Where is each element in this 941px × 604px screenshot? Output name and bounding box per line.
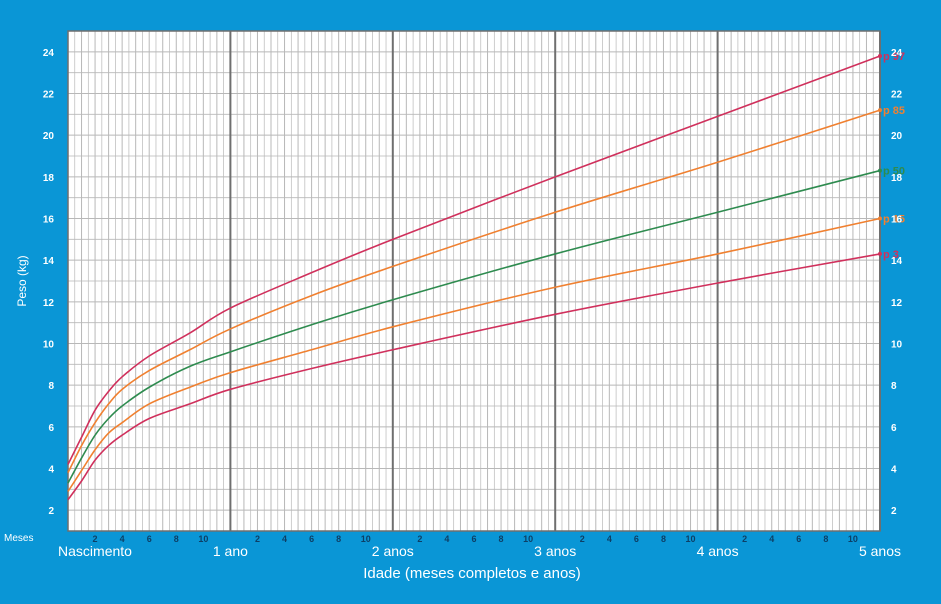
y-tick-label-left: 10 bbox=[43, 340, 55, 351]
x-tick-month-label: 6 bbox=[796, 534, 801, 544]
x-tick-month-label: 8 bbox=[174, 534, 179, 544]
x-axis-title: Idade (meses completos e anos) bbox=[363, 565, 581, 582]
y-tick-label-right: 12 bbox=[891, 298, 903, 309]
x-tick-year-label: 5 anos bbox=[859, 543, 901, 559]
y-tick-label-right: 6 bbox=[891, 423, 897, 434]
series-line-p3 bbox=[67, 253, 881, 501]
series-label-p85: p 85 bbox=[883, 105, 905, 117]
y-axis-title: Peso (kg) bbox=[15, 255, 29, 306]
y-tick-label-right: 14 bbox=[891, 256, 903, 267]
x-tick-month-label: 6 bbox=[147, 534, 152, 544]
series-label-p3: p 3 bbox=[883, 249, 899, 261]
x-tick-year-label: 3 anos bbox=[534, 543, 576, 559]
x-tick-year-label: 4 anos bbox=[697, 543, 739, 559]
series-layer: p 97 p 85 p 50 p 15 p 3 bbox=[67, 51, 905, 501]
y-tick-label-right: 2 bbox=[891, 506, 897, 517]
series-line-p97 bbox=[67, 55, 881, 465]
x-tick-month-label: 10 bbox=[686, 534, 696, 544]
y-tick-label-left: 8 bbox=[48, 381, 54, 392]
x-tick-month-label: 8 bbox=[336, 534, 341, 544]
y-tick-label-left: 16 bbox=[43, 215, 55, 226]
x-tick-month-label: 10 bbox=[848, 534, 858, 544]
y-tick-label-right: 20 bbox=[891, 131, 903, 142]
series-end-point-p50 bbox=[878, 168, 882, 173]
series-end-point-p3 bbox=[878, 251, 882, 256]
y-tick-label-right: 18 bbox=[891, 173, 903, 184]
x-tick-month-label: 8 bbox=[499, 534, 504, 544]
x-tick-month-label: 6 bbox=[634, 534, 639, 544]
x-tick-month-label: 6 bbox=[471, 534, 476, 544]
x-tick-year-label: 1 ano bbox=[213, 543, 248, 559]
series-line-p15 bbox=[67, 217, 881, 492]
x-tick-month-label: 8 bbox=[823, 534, 828, 544]
x-tick-month-label: 4 bbox=[444, 534, 449, 544]
series-end-point-p97 bbox=[878, 54, 882, 58]
series-label-p15: p 15 bbox=[883, 214, 905, 226]
series-line-p85 bbox=[67, 109, 881, 474]
series-label-p97: p 97 bbox=[883, 51, 905, 63]
x-tick-month-label: 10 bbox=[198, 534, 208, 544]
x-tick-year-label: 2 anos bbox=[372, 543, 414, 559]
y-tick-label-right: 4 bbox=[891, 465, 897, 476]
x-tick-month-label: 8 bbox=[661, 534, 666, 544]
x-unit-label: Meses bbox=[4, 533, 33, 544]
x-tick-month-label: 2 bbox=[580, 534, 585, 544]
x-tick-month-label: 4 bbox=[282, 534, 287, 544]
x-tick-month-label: 2 bbox=[255, 534, 260, 544]
x-tick-month-label: 4 bbox=[607, 534, 612, 544]
y-tick-label-right: 22 bbox=[891, 90, 903, 101]
y-tick-label-right: 16 bbox=[891, 215, 903, 226]
y-tick-label-left: 24 bbox=[43, 48, 55, 59]
grid bbox=[67, 30, 881, 532]
series-label-p50: p 50 bbox=[883, 166, 905, 178]
y-tick-label-left: 12 bbox=[43, 298, 55, 309]
y-tick-label-left: 6 bbox=[48, 423, 54, 434]
x-tick-month-label: 10 bbox=[361, 534, 371, 544]
x-tick-month-label: 6 bbox=[309, 534, 314, 544]
x-tick-month-label: 2 bbox=[417, 534, 422, 544]
y-tick-label-right: 24 bbox=[891, 48, 903, 59]
y-tick-label-right: 8 bbox=[891, 381, 897, 392]
x-tick-year-label: Nascimento bbox=[58, 543, 132, 559]
series-end-point-p85 bbox=[878, 108, 882, 113]
series-line-p50 bbox=[67, 169, 881, 484]
y-tick-label-left: 20 bbox=[43, 131, 55, 142]
x-tick-month-label: 2 bbox=[742, 534, 747, 544]
y-tick-label-right: 10 bbox=[891, 340, 903, 351]
y-tick-label-left: 14 bbox=[43, 256, 55, 267]
y-tick-label-left: 18 bbox=[43, 173, 55, 184]
y-tick-label-left: 4 bbox=[48, 465, 54, 476]
series-end-point-p15 bbox=[878, 216, 882, 221]
y-tick-label-left: 2 bbox=[48, 506, 54, 517]
y-tick-label-left: 22 bbox=[43, 90, 55, 101]
x-tick-month-label: 4 bbox=[120, 534, 125, 544]
x-tick-month-label: 2 bbox=[93, 534, 98, 544]
x-tick-month-label: 10 bbox=[523, 534, 533, 544]
x-tick-month-label: 4 bbox=[769, 534, 774, 544]
